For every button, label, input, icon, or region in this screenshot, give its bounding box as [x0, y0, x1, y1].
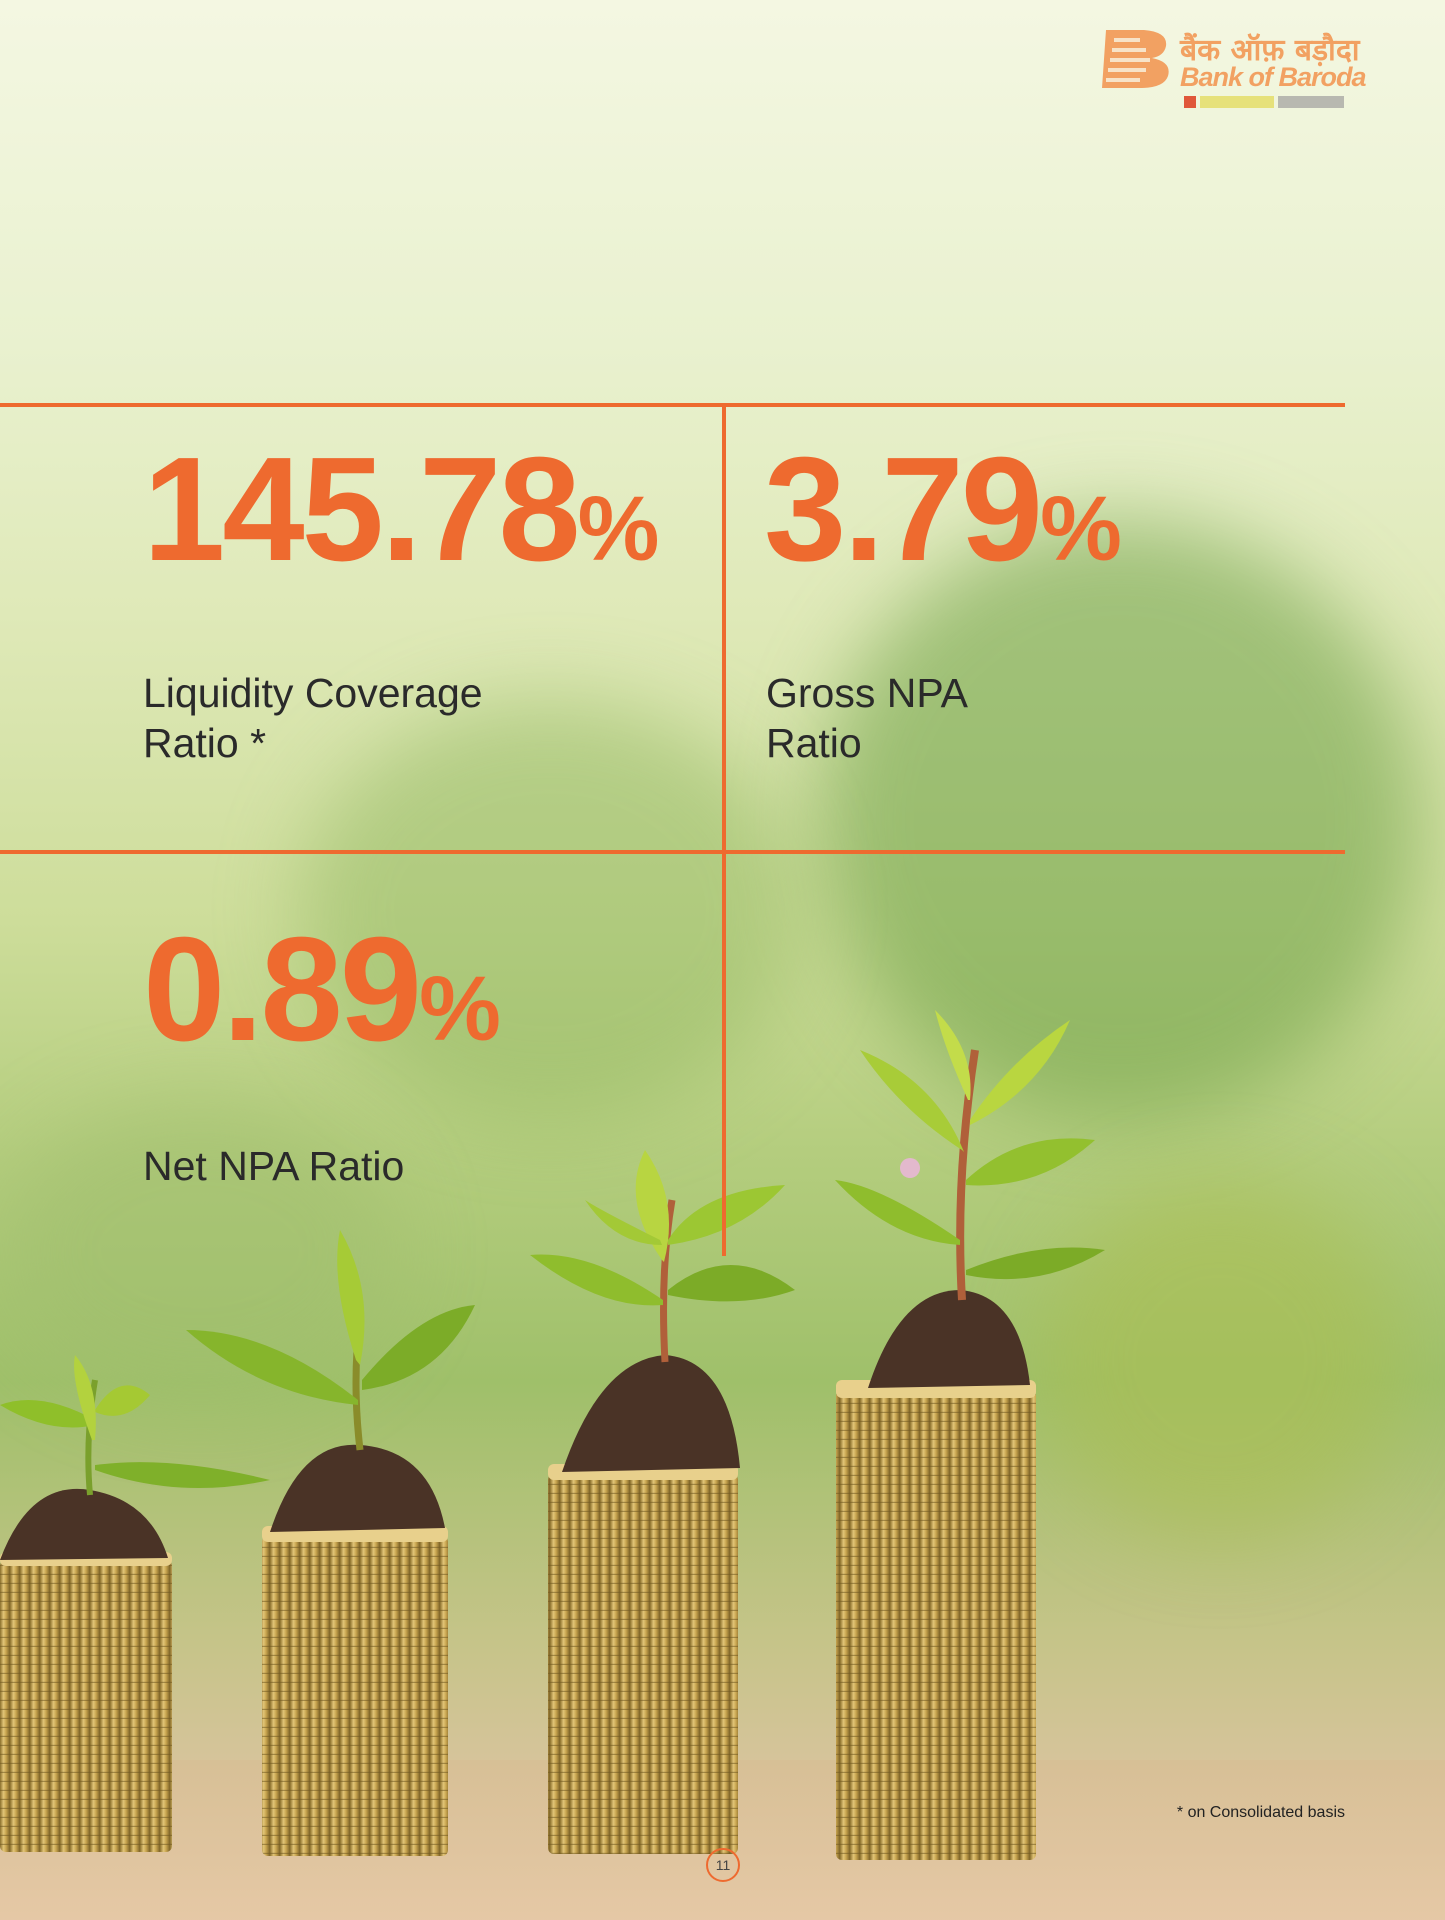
grid-line-middle: [0, 850, 1345, 854]
liquidity-coverage-ratio-value: 145.78%: [143, 427, 660, 592]
gross-npa-ratio-value: 3.79%: [764, 427, 1122, 592]
grid-line-top: [0, 403, 1345, 407]
page-number: 11: [706, 1848, 740, 1882]
grid-line-vertical: [722, 403, 726, 1256]
logo-text-english: Bank of Baroda: [1180, 62, 1367, 92]
liquidity-coverage-ratio-label: Liquidity Coverage Ratio *: [143, 670, 483, 766]
footnote: * on Consolidated basis: [1176, 1804, 1345, 1821]
bank-logo: बैंक ऑफ़ बड़ौदा Bank of Baroda: [1100, 24, 1367, 114]
net-npa-ratio-label: Net NPA Ratio: [143, 1143, 405, 1189]
logo-text-hindi: बैंक ऑफ़ बड़ौदा: [1180, 33, 1360, 68]
bank-of-baroda-emblem-icon: [1102, 30, 1169, 88]
logo-tagline-strip: [1184, 96, 1344, 108]
gross-npa-ratio-label: Gross NPA Ratio: [766, 670, 968, 766]
net-npa-ratio-value: 0.89%: [143, 907, 501, 1072]
